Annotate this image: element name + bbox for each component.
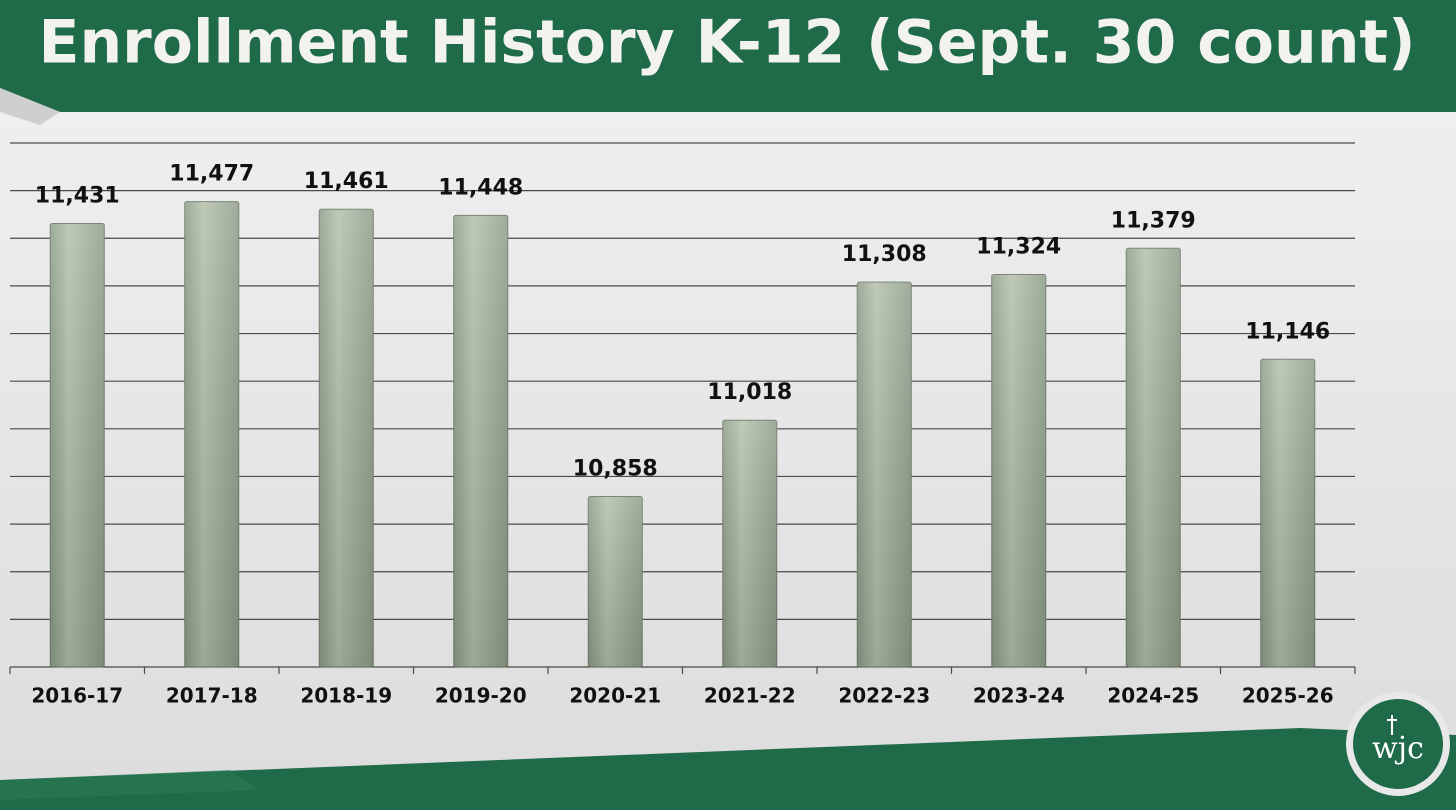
x-tick-label: 2021-22: [704, 684, 796, 708]
bar: [453, 214, 509, 668]
value-label: 11,461: [304, 169, 389, 194]
value-label: 11,379: [1111, 208, 1196, 233]
value-label: 11,477: [169, 162, 254, 187]
bar: [856, 281, 912, 668]
bar: [1125, 247, 1181, 668]
value-label: 11,018: [707, 380, 792, 405]
bar: [49, 223, 105, 668]
logo-text: wjc: [1372, 731, 1424, 766]
bar: [1260, 358, 1316, 668]
value-label: 11,146: [1245, 319, 1330, 344]
bar: [722, 419, 778, 668]
x-tick-label: 2018-19: [300, 684, 392, 708]
bar: [991, 273, 1047, 668]
logo: wjc: [1346, 692, 1450, 796]
header-band: [0, 0, 1456, 112]
x-tick-label: 2020-21: [569, 684, 661, 708]
footer-accent: [0, 770, 260, 800]
x-tick-label: 2023-24: [973, 684, 1065, 708]
value-label: 11,308: [842, 242, 927, 267]
value-label: 11,324: [976, 234, 1061, 259]
x-tick-label: 2022-23: [838, 684, 930, 708]
bar: [587, 495, 643, 668]
x-tick-label: 2016-17: [31, 684, 123, 708]
logo-disc: [1353, 699, 1443, 789]
bar: [184, 201, 240, 668]
bar: [318, 208, 374, 668]
value-label: 11,448: [438, 175, 523, 200]
chart-title: Enrollment History K-12 (Sept. 30 count): [38, 8, 1415, 78]
footer-band: [0, 728, 1456, 810]
x-tick-label: 2024-25: [1107, 684, 1199, 708]
value-label: 10,858: [573, 456, 658, 481]
value-label: 11,431: [35, 184, 120, 209]
x-tick-label: 2019-20: [435, 684, 527, 708]
header-shadow: [0, 88, 60, 125]
x-tick-label: 2017-18: [166, 684, 258, 708]
x-tick-label: 2025-26: [1242, 684, 1334, 708]
